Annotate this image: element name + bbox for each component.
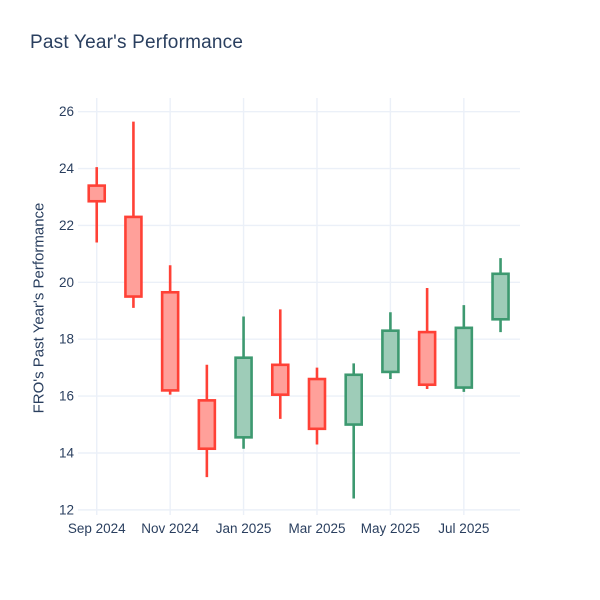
candle-body <box>417 330 437 387</box>
x-tick-label-nov-2024: Nov 2024 <box>141 521 199 536</box>
y-tick-label-22: 22 <box>59 218 74 233</box>
plot-area[interactable] <box>78 98 520 515</box>
candle-body <box>270 363 290 396</box>
candle-feb-2025[interactable] <box>270 309 290 419</box>
y-tick-label-24: 24 <box>59 161 75 176</box>
candle-jan-2025[interactable] <box>234 316 253 449</box>
candle-body <box>197 399 217 451</box>
y-tick-label-26: 26 <box>59 104 74 119</box>
x-tick-label-sep-2024: Sep 2024 <box>68 521 126 536</box>
candle-body <box>491 272 510 321</box>
candle-aug-2025[interactable] <box>491 258 510 333</box>
candle-mar-2025[interactable] <box>307 367 327 445</box>
x-tick-label-may-2025: May 2025 <box>361 521 420 536</box>
y-tick-label-16: 16 <box>59 389 74 404</box>
chart-title: Past Year's Performance <box>30 32 244 53</box>
candle-sep-2024[interactable] <box>87 167 107 243</box>
candle-jun-2025[interactable] <box>417 288 437 389</box>
candle-body <box>307 377 327 431</box>
x-tick-label-mar-2025: Mar 2025 <box>288 521 345 536</box>
tick-layer: 12 14 16 18 20 22 24 26 Sep 2024 Nov 2024 Jan 2025… <box>59 104 489 536</box>
y-tick-label-12: 12 <box>59 502 74 517</box>
x-tick-label-jul-2025: Jul 2025 <box>438 521 489 536</box>
candle-body <box>454 326 474 389</box>
x-tick-label-jan-2025: Jan 2025 <box>216 521 272 536</box>
y-tick-label-20: 20 <box>59 275 74 290</box>
candle-body <box>234 356 253 439</box>
candle-body <box>124 215 143 298</box>
candle-body <box>344 373 363 426</box>
y-tick-label-14: 14 <box>59 445 75 460</box>
candle-body <box>160 290 180 392</box>
candle-oct-2024[interactable] <box>124 121 143 308</box>
candle-body <box>87 184 107 203</box>
y-axis-title: FRO's Past Year's Performance <box>30 202 48 414</box>
candle-layer <box>87 121 510 499</box>
candle-dec-2024[interactable] <box>197 364 217 478</box>
candle-may-2025[interactable] <box>381 312 400 380</box>
y-tick-label-18: 18 <box>59 332 74 347</box>
candle-apr-2025[interactable] <box>344 363 363 499</box>
candle-nov-2024[interactable] <box>160 265 180 395</box>
candle-jul-2025[interactable] <box>454 305 474 392</box>
candle-body <box>381 329 400 374</box>
